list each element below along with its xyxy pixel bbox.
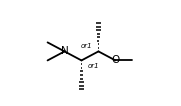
Text: or1: or1 bbox=[87, 63, 99, 69]
Text: N: N bbox=[61, 46, 68, 56]
Text: O: O bbox=[111, 55, 119, 65]
Text: or1: or1 bbox=[81, 43, 93, 49]
